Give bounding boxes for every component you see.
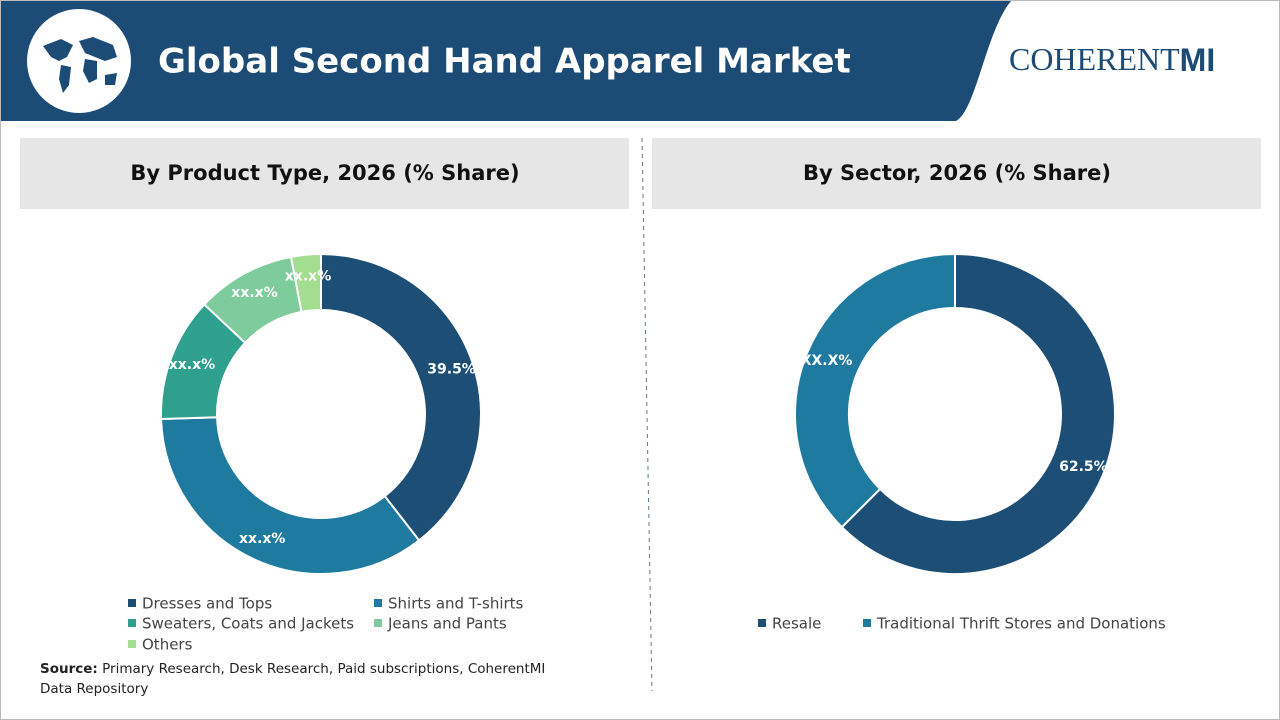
logo-main: COHERENT [1009, 41, 1180, 77]
divider [641, 137, 653, 692]
data-label: XX.X% [801, 353, 853, 369]
data-label: xx.x% [285, 269, 331, 285]
legend-label: Jeans and Pants [387, 615, 507, 633]
source: Source: Primary Research, Desk Research,… [40, 659, 570, 699]
donut-segment [160, 416, 421, 575]
legend-label: Sweaters, Coats and Jackets [142, 615, 354, 633]
legend-swatch [374, 599, 382, 607]
data-label: xx.x% [169, 357, 215, 373]
donut-segment [289, 252, 322, 314]
donut-segment [840, 252, 1116, 575]
legend-label: Traditional Thrift Stores and Donations [876, 615, 1166, 633]
header-band [1, 1, 1011, 121]
legend-swatch [758, 619, 766, 627]
source-text: Primary Research, Desk Research, Paid su… [40, 661, 546, 697]
legend-label: Resale [772, 615, 821, 633]
panel-title-box [20, 138, 629, 209]
legend-swatch [128, 599, 136, 607]
legend-label: Dresses and Tops [142, 595, 272, 613]
data-label: 39.5% [427, 361, 476, 377]
legend-swatch [128, 619, 136, 627]
legend-label: Others [142, 636, 193, 654]
source-label: Source: [40, 661, 98, 677]
legend-swatch [374, 619, 382, 627]
globe-map [43, 37, 117, 93]
donut-segment [794, 252, 956, 529]
legend-label: Shirts and T-shirts [388, 595, 524, 613]
logo: COHERENTMI [1009, 41, 1215, 78]
data-label: 62.5% [1059, 459, 1108, 475]
legend-swatch [863, 619, 871, 627]
data-label: xx.x% [239, 531, 285, 547]
panel-title-box [652, 138, 1261, 209]
globe-icon [27, 9, 131, 113]
logo-accent: MI [1180, 42, 1216, 78]
chart-title: By Product Type, 2026 (% Share) [130, 161, 519, 185]
chart-title: By Sector, 2026 (% Share) [803, 161, 1111, 185]
data-label: xx.x% [231, 285, 277, 301]
page-title: Global Second Hand Apparel Market [158, 42, 851, 82]
donut-segment [320, 252, 482, 542]
legend-swatch [128, 640, 136, 648]
